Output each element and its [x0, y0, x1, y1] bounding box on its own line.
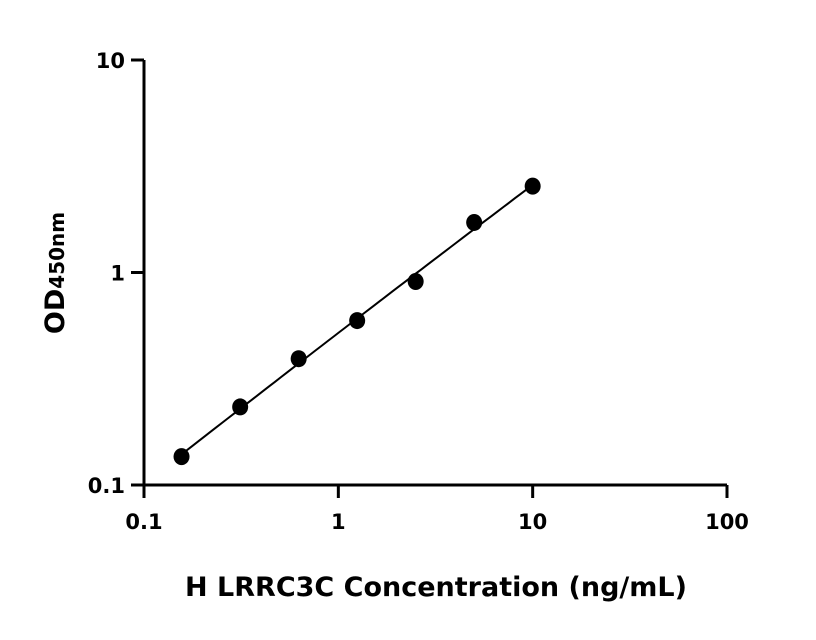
- x-tick-label: 1: [331, 510, 346, 534]
- y-tick-label: 0.1: [88, 474, 125, 498]
- data-point: [407, 273, 424, 291]
- x-axis-label: H LRRC3C Concentration (ng/mL): [185, 572, 687, 603]
- axes: [131, 58, 729, 498]
- data-point: [349, 312, 366, 330]
- x-tick-label: 0.1: [125, 510, 162, 534]
- data-points: [173, 177, 541, 466]
- data-point: [466, 213, 483, 231]
- y-tick-label: 10: [96, 49, 125, 73]
- data-point: [173, 448, 190, 466]
- y-tick-label: 1: [110, 262, 125, 286]
- x-tick-label: 100: [705, 510, 749, 534]
- x-tick-label: 10: [518, 510, 547, 534]
- y-axis-label-main: OD: [40, 289, 71, 334]
- y-axis-label: OD450nm: [40, 212, 71, 334]
- tick-labels: 0.1 1 10 100 0.1 1 10: [88, 49, 749, 534]
- y-axis-label-sub: 450nm: [45, 212, 69, 289]
- data-point: [232, 398, 249, 416]
- data-point: [290, 350, 307, 368]
- data-point: [524, 177, 541, 195]
